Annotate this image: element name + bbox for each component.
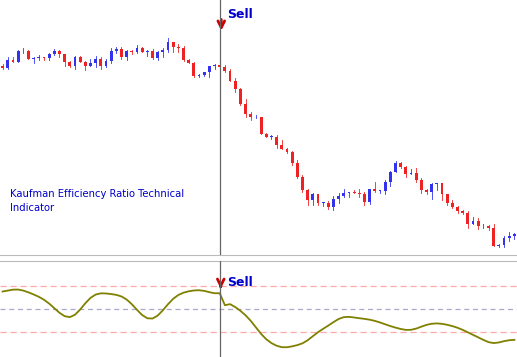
Bar	[384, 182, 387, 191]
Bar	[27, 51, 30, 59]
Bar	[197, 75, 201, 76]
Bar	[440, 183, 444, 195]
Bar	[120, 49, 123, 57]
Bar	[234, 81, 237, 89]
Bar	[327, 203, 330, 207]
Bar	[6, 60, 9, 68]
Bar	[172, 42, 175, 47]
Bar	[508, 236, 511, 238]
Bar	[399, 163, 402, 167]
Bar	[466, 212, 469, 225]
Bar	[53, 51, 56, 54]
Bar	[322, 202, 325, 203]
Bar	[275, 137, 278, 145]
Bar	[203, 72, 206, 75]
Bar	[353, 192, 356, 193]
Bar	[306, 190, 309, 200]
Bar	[130, 51, 133, 52]
Text: Kaufman Efficiency Ratio Technical
Indicator: Kaufman Efficiency Ratio Technical Indic…	[10, 189, 185, 213]
Bar	[156, 52, 159, 59]
Bar	[311, 194, 314, 200]
Bar	[260, 117, 263, 134]
Bar	[456, 207, 459, 211]
Bar	[249, 114, 252, 117]
Bar	[187, 60, 190, 63]
Bar	[430, 185, 433, 192]
Bar	[415, 172, 418, 180]
Bar	[316, 194, 320, 203]
Bar	[378, 190, 382, 191]
Bar	[48, 54, 51, 58]
Bar	[301, 177, 304, 190]
Bar	[68, 62, 71, 66]
Bar	[1, 66, 4, 68]
Bar	[332, 199, 335, 207]
Text: Sell: Sell	[227, 8, 253, 21]
Bar	[229, 71, 232, 81]
Bar	[161, 50, 164, 52]
Bar	[358, 193, 361, 194]
Bar	[79, 57, 82, 62]
Bar	[461, 211, 464, 212]
Bar	[208, 66, 211, 72]
Bar	[89, 63, 92, 66]
Bar	[270, 136, 273, 137]
Bar	[497, 245, 500, 246]
Bar	[451, 203, 454, 207]
Bar	[394, 163, 397, 172]
Bar	[99, 59, 102, 66]
Bar	[141, 48, 144, 51]
Bar	[487, 226, 490, 228]
Bar	[110, 51, 113, 61]
Bar	[63, 55, 66, 62]
Bar	[363, 194, 366, 202]
Bar	[425, 190, 428, 192]
Bar	[347, 192, 351, 193]
Bar	[182, 49, 185, 60]
Bar	[291, 152, 294, 163]
Bar	[37, 57, 40, 58]
Bar	[218, 65, 221, 67]
Bar	[503, 238, 506, 245]
Bar	[177, 47, 180, 49]
Bar	[223, 67, 226, 71]
Bar	[285, 149, 288, 152]
Bar	[265, 134, 268, 137]
Bar	[17, 51, 20, 62]
Bar	[244, 104, 247, 114]
Bar	[373, 190, 376, 191]
Bar	[151, 51, 154, 59]
Bar	[409, 172, 413, 174]
Bar	[513, 234, 516, 236]
Bar	[342, 193, 345, 196]
Bar	[11, 60, 14, 62]
Bar	[435, 183, 438, 185]
Bar	[58, 51, 61, 55]
Bar	[492, 228, 495, 246]
Bar	[446, 195, 449, 203]
Bar	[84, 62, 87, 66]
Bar	[166, 42, 170, 50]
Bar	[192, 63, 195, 76]
Bar	[280, 145, 283, 149]
Bar	[115, 49, 118, 51]
Bar	[296, 163, 299, 177]
Bar	[42, 57, 45, 58]
Bar	[472, 221, 475, 225]
Bar	[125, 51, 128, 57]
Bar	[389, 172, 392, 182]
Bar	[94, 59, 97, 63]
Bar	[239, 89, 242, 104]
Bar	[420, 180, 423, 190]
Bar	[32, 58, 35, 59]
Bar	[213, 65, 216, 66]
Bar	[337, 196, 340, 199]
Bar	[135, 48, 139, 52]
Text: Sell: Sell	[227, 276, 253, 289]
Bar	[73, 57, 77, 66]
Bar	[104, 61, 108, 66]
Bar	[368, 190, 371, 202]
Bar	[477, 221, 480, 226]
Bar	[404, 167, 407, 174]
